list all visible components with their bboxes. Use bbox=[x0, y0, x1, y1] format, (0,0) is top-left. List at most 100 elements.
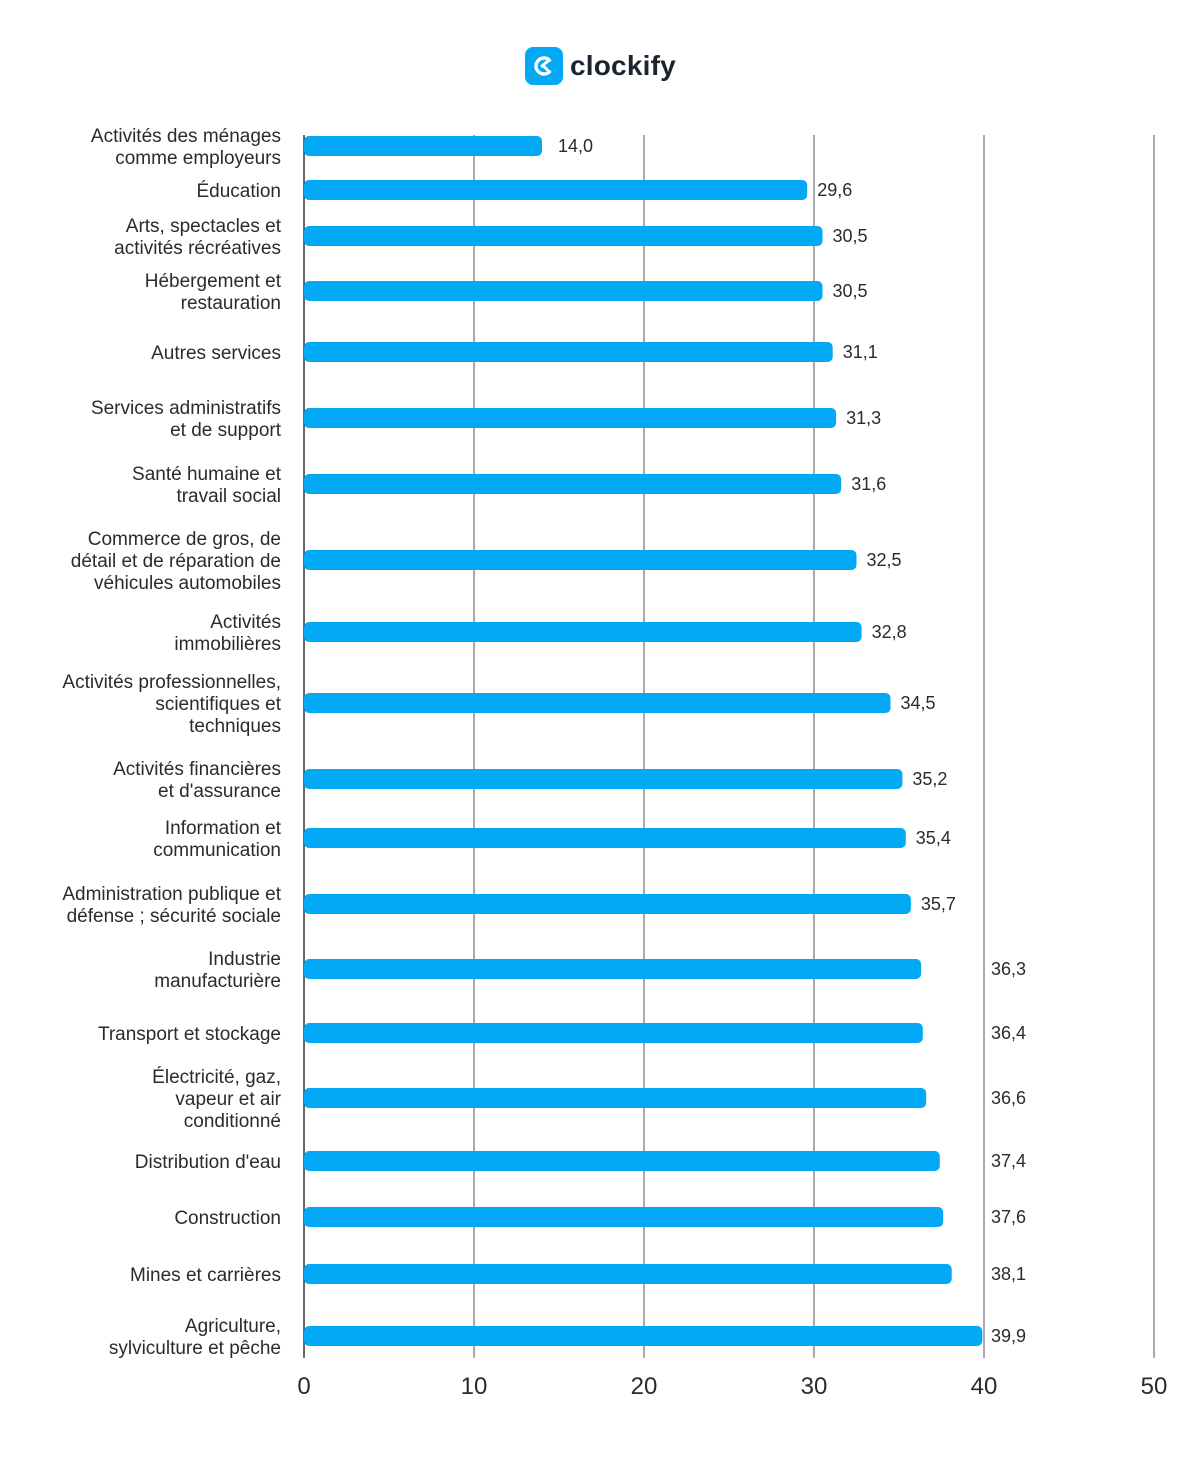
value-label: 29,6 bbox=[817, 180, 852, 200]
bar bbox=[304, 342, 833, 362]
category-label-line: communication bbox=[153, 840, 281, 861]
value-label: 35,7 bbox=[921, 894, 956, 914]
bar bbox=[304, 1264, 952, 1284]
bar bbox=[304, 180, 808, 200]
brand-name: clockify bbox=[570, 50, 676, 81]
category-label: Santé humaine et travail social bbox=[132, 464, 282, 507]
category-label-line: Commerce de gros, de bbox=[88, 529, 281, 550]
value-label: 31,3 bbox=[846, 408, 881, 428]
category-label-line: scientifiques et bbox=[155, 694, 281, 715]
category-label-line: manufacturière bbox=[154, 971, 281, 992]
value-label: 31,6 bbox=[851, 474, 886, 494]
category-label-line: Distribution d'eau bbox=[135, 1152, 281, 1173]
bar bbox=[304, 136, 542, 156]
bar bbox=[304, 894, 911, 914]
category-label-line: Transport et stockage bbox=[98, 1024, 281, 1045]
category-label: Information et communication bbox=[153, 818, 282, 861]
category-label: Autres services bbox=[151, 343, 281, 364]
category-label-line: Activités financières bbox=[113, 759, 281, 780]
category-label-line: Agriculture, bbox=[185, 1316, 281, 1337]
category-label: Distribution d'eau bbox=[135, 1152, 281, 1173]
bar bbox=[304, 693, 891, 713]
category-label: Administration publique et défense ; sécu… bbox=[62, 884, 281, 927]
category-label-line: Services administratifs bbox=[91, 398, 281, 419]
clockify-logo: clockify bbox=[525, 47, 676, 85]
category-label-line: Administration publique et bbox=[62, 884, 281, 905]
value-label: 36,4 bbox=[991, 1023, 1026, 1043]
category-label: Hébergement et restauration bbox=[145, 271, 282, 314]
x-tick-label: 30 bbox=[801, 1373, 828, 1400]
x-tick-label: 50 bbox=[1141, 1373, 1168, 1400]
category-label: Électricité, gaz, vapeur et air conditionn… bbox=[152, 1067, 281, 1132]
bar bbox=[304, 1088, 927, 1108]
category-label-line: comme employeurs bbox=[115, 148, 281, 169]
bar bbox=[304, 828, 906, 848]
category-label-line: Électricité, gaz, bbox=[152, 1067, 281, 1088]
value-label: 35,4 bbox=[916, 828, 951, 848]
category-label-line: immobilières bbox=[174, 634, 281, 655]
bar bbox=[304, 1023, 923, 1043]
x-tick-label: 0 bbox=[297, 1373, 310, 1400]
value-label: 14,0 bbox=[558, 136, 593, 156]
category-label: Activités des ménages comme employeurs bbox=[91, 126, 281, 169]
x-tick-label: 40 bbox=[971, 1373, 998, 1400]
x-tick-label: 10 bbox=[461, 1373, 488, 1400]
category-label: Transport et stockage bbox=[98, 1024, 281, 1045]
category-label-line: Autres services bbox=[151, 343, 281, 364]
category-label-line: Industrie bbox=[208, 949, 281, 970]
category-label-line: défense ; sécurité sociale bbox=[67, 906, 281, 927]
category-label-line: restauration bbox=[181, 293, 281, 314]
category-label: Commerce de gros, de détail et de réparat… bbox=[71, 529, 281, 594]
category-label-line: Hébergement et bbox=[145, 271, 282, 292]
value-label: 35,2 bbox=[912, 769, 947, 789]
bar bbox=[304, 1326, 983, 1346]
value-label: 36,6 bbox=[991, 1088, 1026, 1108]
category-label: Construction bbox=[174, 1208, 281, 1229]
value-label: 37,4 bbox=[991, 1151, 1026, 1171]
category-label-line: Arts, spectacles et bbox=[126, 216, 282, 237]
value-label: 39,9 bbox=[991, 1326, 1026, 1346]
category-label-line: Activités professionnelles, bbox=[62, 672, 281, 693]
bar bbox=[304, 1207, 944, 1227]
value-label: 34,5 bbox=[901, 693, 936, 713]
category-label: Activités professionnelles, scientifiques… bbox=[62, 672, 281, 737]
bar bbox=[304, 622, 862, 642]
bar bbox=[304, 959, 922, 979]
value-label: 32,5 bbox=[867, 550, 902, 570]
category-label-line: Information et bbox=[165, 818, 282, 839]
category-label: Activités financières et d'assurance bbox=[113, 759, 281, 802]
category-label-line: véhicules automobiles bbox=[94, 573, 281, 594]
value-label: 32,8 bbox=[872, 622, 907, 642]
value-label: 30,5 bbox=[833, 281, 868, 301]
bar bbox=[304, 226, 823, 246]
category-label: Éducation bbox=[196, 181, 281, 202]
category-label-line: sylviculture et pêche bbox=[109, 1338, 281, 1359]
category-label: Agriculture, sylviculture et pêche bbox=[109, 1316, 281, 1359]
category-label-line: conditionné bbox=[184, 1111, 281, 1132]
x-tick-label: 20 bbox=[631, 1373, 658, 1400]
category-label-line: Activités des ménages bbox=[91, 126, 281, 147]
category-label-line: vapeur et air bbox=[175, 1089, 281, 1110]
clockify-logo-icon bbox=[525, 47, 563, 85]
category-label-line: travail social bbox=[176, 486, 281, 507]
category-label-line: techniques bbox=[189, 716, 281, 737]
category-label-line: Santé humaine et bbox=[132, 464, 282, 485]
bar bbox=[304, 281, 823, 301]
value-label: 30,5 bbox=[833, 226, 868, 246]
bar bbox=[304, 1151, 940, 1171]
bar bbox=[304, 474, 842, 494]
value-label: 36,3 bbox=[991, 959, 1026, 979]
category-label: Mines et carrières bbox=[130, 1265, 281, 1286]
bar bbox=[304, 550, 857, 570]
category-label: Activités immobilières bbox=[174, 612, 281, 655]
category-label-line: Éducation bbox=[196, 181, 281, 202]
category-label: Industrie manufacturière bbox=[154, 949, 281, 992]
category-label-line: détail et de réparation de bbox=[71, 551, 281, 572]
category-label-line: Construction bbox=[174, 1208, 281, 1229]
category-label-line: Mines et carrières bbox=[130, 1265, 281, 1286]
bar bbox=[304, 408, 837, 428]
category-label-line: Activités bbox=[210, 612, 281, 633]
value-label: 38,1 bbox=[991, 1264, 1026, 1284]
